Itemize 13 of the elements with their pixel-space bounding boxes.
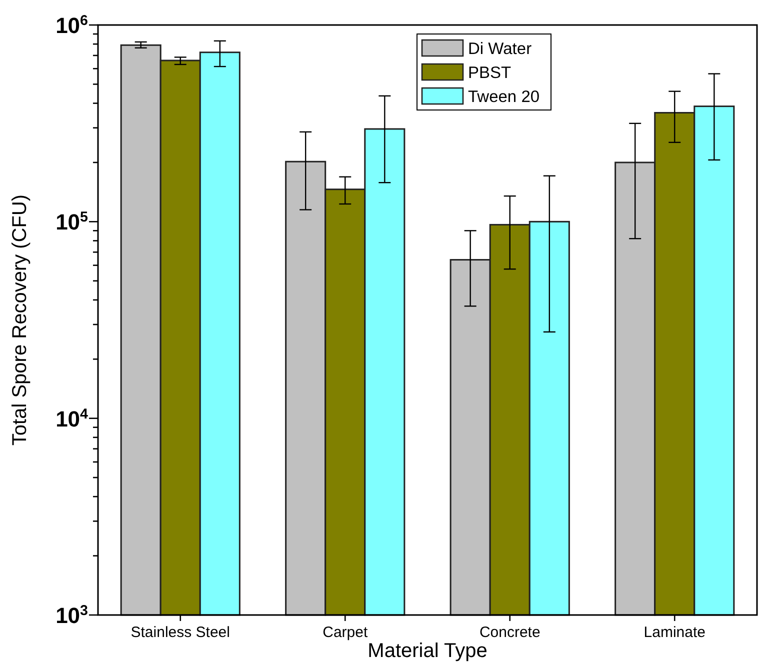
x-axis-title: Material Type — [368, 640, 488, 662]
y-tick-label: 10$^{6}$ — [56, 13, 88, 38]
x-tick-label: Laminate — [644, 624, 706, 641]
legend-label: PBST — [468, 64, 512, 82]
y-tick-label: 10$^{5}$ — [56, 210, 88, 235]
x-tick-label: Stainless Steel — [130, 624, 230, 641]
x-tick-label: Concrete — [479, 624, 540, 641]
y-tick-label: 10$^{4}$ — [56, 406, 88, 432]
y-axis-title: Total Spore Recovery (CFU) — [9, 194, 31, 446]
x-tick-label: Carpet — [322, 624, 368, 641]
legend-label: Di Water — [468, 40, 532, 58]
y-tick-label: 10$^{3}$ — [56, 603, 88, 628]
legend-label: Tween 20 — [468, 88, 540, 106]
